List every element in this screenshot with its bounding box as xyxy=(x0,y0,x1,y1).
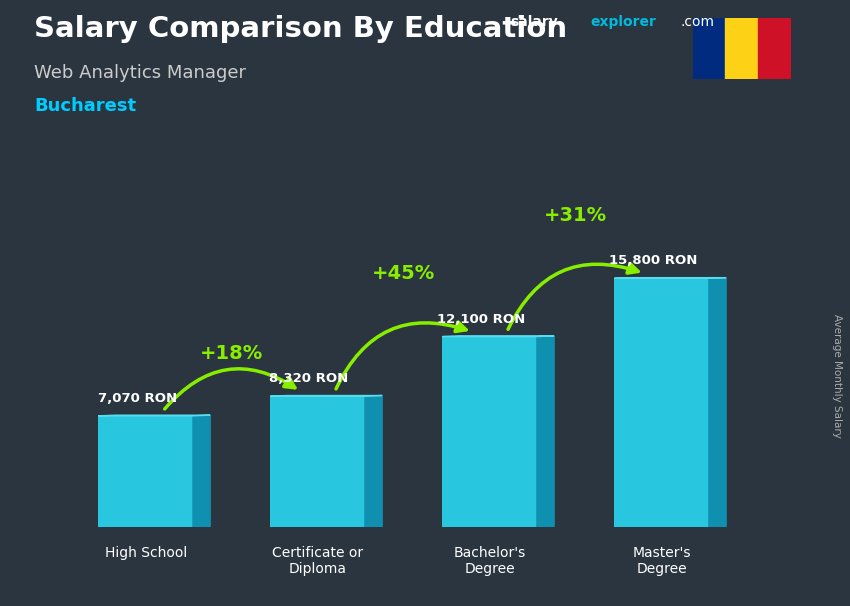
Bar xyxy=(442,336,537,527)
Polygon shape xyxy=(537,336,554,527)
Polygon shape xyxy=(709,278,726,527)
Bar xyxy=(99,416,193,527)
FancyArrowPatch shape xyxy=(508,264,638,329)
Text: +31%: +31% xyxy=(544,207,607,225)
Text: Salary Comparison By Education: Salary Comparison By Education xyxy=(34,15,567,43)
Text: Average Monthly Salary: Average Monthly Salary xyxy=(832,314,842,438)
FancyArrowPatch shape xyxy=(165,369,295,409)
Polygon shape xyxy=(99,415,210,416)
FancyArrowPatch shape xyxy=(336,322,466,389)
Text: 15,800 RON: 15,800 RON xyxy=(609,255,697,267)
Bar xyxy=(270,396,365,527)
Bar xyxy=(615,278,709,527)
Bar xyxy=(725,18,758,79)
Text: salary: salary xyxy=(510,15,558,29)
Text: Web Analytics Manager: Web Analytics Manager xyxy=(34,64,246,82)
Bar xyxy=(693,18,725,79)
Polygon shape xyxy=(193,415,210,527)
Polygon shape xyxy=(365,396,382,527)
Text: +45%: +45% xyxy=(372,264,435,283)
Text: +18%: +18% xyxy=(200,344,264,362)
Text: 8,320 RON: 8,320 RON xyxy=(269,372,348,385)
Bar xyxy=(758,18,791,79)
Text: 7,070 RON: 7,070 RON xyxy=(98,392,177,405)
Text: Bucharest: Bucharest xyxy=(34,97,136,115)
Text: .com: .com xyxy=(680,15,714,29)
Text: explorer: explorer xyxy=(591,15,656,29)
Text: 12,100 RON: 12,100 RON xyxy=(437,313,525,325)
